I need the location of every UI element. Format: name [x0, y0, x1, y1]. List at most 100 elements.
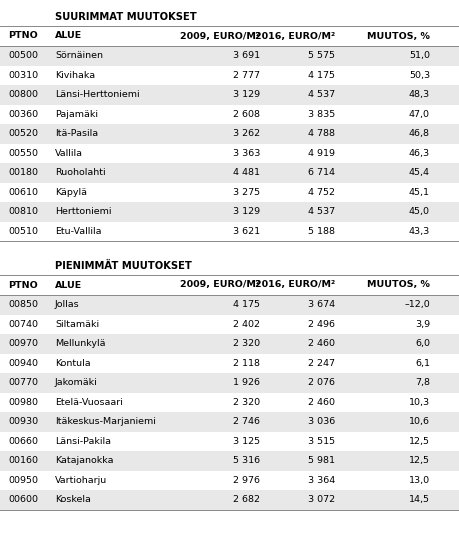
Text: Kivihaka: Kivihaka	[55, 71, 95, 80]
Text: –12,0: –12,0	[403, 300, 429, 309]
Text: 00510: 00510	[8, 227, 38, 236]
Text: 4 175: 4 175	[308, 71, 334, 80]
Text: 3 262: 3 262	[232, 129, 259, 138]
Text: 10,6: 10,6	[408, 417, 429, 426]
Text: 4 788: 4 788	[308, 129, 334, 138]
Text: 00850: 00850	[8, 300, 38, 309]
Text: Siltamäki: Siltamäki	[55, 320, 99, 329]
Text: ALUE: ALUE	[55, 32, 82, 40]
Text: 00520: 00520	[8, 129, 38, 138]
Text: 46,3: 46,3	[408, 149, 429, 158]
Text: 00950: 00950	[8, 476, 38, 485]
Text: 3 364: 3 364	[307, 476, 334, 485]
Text: 50,3: 50,3	[408, 71, 429, 80]
Text: Länsi-Pakila: Länsi-Pakila	[55, 437, 111, 446]
Text: 2 608: 2 608	[233, 110, 259, 119]
Text: ALUE: ALUE	[55, 281, 82, 289]
Text: 00770: 00770	[8, 378, 38, 387]
Text: 3 835: 3 835	[307, 110, 334, 119]
Text: 10,3: 10,3	[408, 398, 429, 407]
Text: 2009, EURO/M²: 2009, EURO/M²	[179, 281, 259, 289]
Text: 14,5: 14,5	[408, 495, 429, 504]
Text: 3 275: 3 275	[232, 187, 259, 197]
Text: Herttoniemi: Herttoniemi	[55, 207, 111, 216]
Text: Sörnäinen: Sörnäinen	[55, 51, 103, 60]
Text: 00310: 00310	[8, 71, 38, 80]
Text: 2016, EURO/M²: 2016, EURO/M²	[254, 281, 334, 289]
Text: 12,5: 12,5	[408, 437, 429, 446]
Text: 00940: 00940	[8, 359, 38, 368]
Text: 2 247: 2 247	[308, 359, 334, 368]
Text: 3 674: 3 674	[307, 300, 334, 309]
Text: 00970: 00970	[8, 339, 38, 348]
Text: Pajamäki: Pajamäki	[55, 110, 98, 119]
Bar	[0, 295, 459, 314]
Bar	[0, 451, 459, 470]
Text: 45,4: 45,4	[408, 168, 429, 177]
Text: MUUTOS, %: MUUTOS, %	[366, 281, 429, 289]
Text: Katajanokka: Katajanokka	[55, 456, 113, 465]
Text: 2 076: 2 076	[308, 378, 334, 387]
Text: 00980: 00980	[8, 398, 38, 407]
Text: Mellunkylä: Mellunkylä	[55, 339, 105, 348]
Text: 00740: 00740	[8, 320, 38, 329]
Text: 2009, EURO/M²: 2009, EURO/M²	[179, 32, 259, 40]
Text: 2 460: 2 460	[308, 398, 334, 407]
Text: 00500: 00500	[8, 51, 38, 60]
Text: Itä-Pasila: Itä-Pasila	[55, 129, 98, 138]
Text: 2 777: 2 777	[233, 71, 259, 80]
Text: 3 072: 3 072	[307, 495, 334, 504]
Bar	[0, 163, 459, 183]
Text: 7,8: 7,8	[414, 378, 429, 387]
Text: 45,0: 45,0	[408, 207, 429, 216]
Text: 3 515: 3 515	[307, 437, 334, 446]
Text: 4 537: 4 537	[307, 90, 334, 99]
Text: 5 316: 5 316	[232, 456, 259, 465]
Text: PTNO: PTNO	[8, 32, 38, 40]
Text: 2 460: 2 460	[308, 339, 334, 348]
Bar	[0, 412, 459, 432]
Text: 2 976: 2 976	[233, 476, 259, 485]
Text: 6,0: 6,0	[414, 339, 429, 348]
Text: 48,3: 48,3	[408, 90, 429, 99]
Text: 00160: 00160	[8, 456, 38, 465]
Text: Vartioharju: Vartioharju	[55, 476, 107, 485]
Text: 3 125: 3 125	[232, 437, 259, 446]
Text: 1 926: 1 926	[233, 378, 259, 387]
Text: 00600: 00600	[8, 495, 38, 504]
Text: PIENIMMÄT MUUTOKSET: PIENIMMÄT MUUTOKSET	[55, 261, 191, 271]
Text: 00810: 00810	[8, 207, 38, 216]
Text: 3 363: 3 363	[232, 149, 259, 158]
Text: 4 752: 4 752	[308, 187, 334, 197]
Text: 00360: 00360	[8, 110, 38, 119]
Text: 00800: 00800	[8, 90, 38, 99]
Text: Etu-Vallila: Etu-Vallila	[55, 227, 101, 236]
Text: 6,1: 6,1	[414, 359, 429, 368]
Text: 4 481: 4 481	[233, 168, 259, 177]
Text: 5 575: 5 575	[308, 51, 334, 60]
Text: 3,9: 3,9	[414, 320, 429, 329]
Text: 51,0: 51,0	[408, 51, 429, 60]
Text: Ruoholahti: Ruoholahti	[55, 168, 106, 177]
Text: 3 621: 3 621	[232, 227, 259, 236]
Text: Vallila: Vallila	[55, 149, 83, 158]
Text: 43,3: 43,3	[408, 227, 429, 236]
Text: PTNO: PTNO	[8, 281, 38, 289]
Text: 5 981: 5 981	[308, 456, 334, 465]
Text: 00550: 00550	[8, 149, 38, 158]
Text: 3 691: 3 691	[232, 51, 259, 60]
Text: Itäkeskus-Marjaniemi: Itäkeskus-Marjaniemi	[55, 417, 156, 426]
Text: 2 402: 2 402	[233, 320, 259, 329]
Text: 00930: 00930	[8, 417, 38, 426]
Text: 4 919: 4 919	[308, 149, 334, 158]
Text: Jollas: Jollas	[55, 300, 79, 309]
Bar	[0, 124, 459, 143]
Text: Koskela: Koskela	[55, 495, 91, 504]
Text: 6 714: 6 714	[308, 168, 334, 177]
Text: 13,0: 13,0	[408, 476, 429, 485]
Text: Käpylä: Käpylä	[55, 187, 87, 197]
Text: 3 036: 3 036	[307, 417, 334, 426]
Text: 2 682: 2 682	[233, 495, 259, 504]
Text: 2 320: 2 320	[232, 398, 259, 407]
Text: MUUTOS, %: MUUTOS, %	[366, 32, 429, 40]
